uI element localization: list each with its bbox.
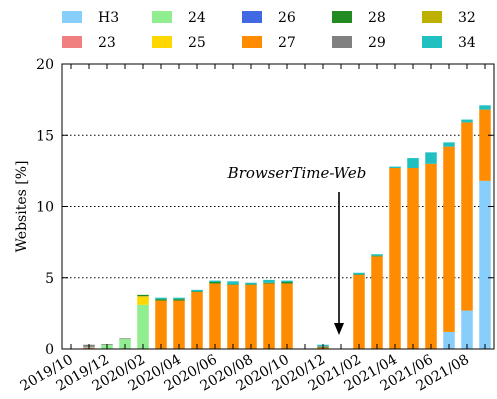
annotation: BrowserTime-Web bbox=[227, 164, 367, 335]
bar-segment bbox=[479, 109, 491, 181]
y-tick-label: 15 bbox=[36, 128, 54, 144]
bar-segment bbox=[155, 299, 167, 301]
bar-segment bbox=[371, 255, 383, 257]
bar-segment bbox=[227, 284, 239, 350]
bar-segment bbox=[137, 294, 149, 297]
legend-swatch bbox=[242, 11, 262, 23]
legend-item: 28 bbox=[332, 10, 386, 26]
legend-item: 23 bbox=[62, 35, 116, 51]
bar-segment bbox=[155, 300, 167, 349]
legend-swatch bbox=[152, 36, 172, 48]
bar-segment bbox=[479, 105, 491, 110]
bar-segment bbox=[461, 122, 473, 311]
bar-segment bbox=[173, 299, 185, 301]
legend-label: 27 bbox=[278, 35, 296, 51]
legend-swatch bbox=[332, 36, 352, 48]
bar-segment bbox=[209, 282, 221, 284]
legend-label: 28 bbox=[368, 10, 386, 26]
legend-item: H3 bbox=[62, 10, 119, 26]
bar-segment bbox=[371, 256, 383, 350]
bar-segment bbox=[443, 331, 455, 349]
bar-segment bbox=[227, 281, 239, 285]
bar-segment bbox=[263, 282, 275, 284]
legend-swatch bbox=[332, 11, 352, 23]
legend-item: 25 bbox=[152, 35, 206, 51]
bar-segment bbox=[407, 168, 419, 349]
bar-segment bbox=[389, 166, 401, 169]
legend-swatch bbox=[242, 36, 262, 48]
y-tick-label: 0 bbox=[45, 342, 54, 358]
bar-segment bbox=[191, 292, 203, 349]
bar-segment bbox=[209, 280, 221, 283]
bar-segment bbox=[191, 289, 203, 292]
bar-segment bbox=[173, 300, 185, 349]
bar-segment bbox=[119, 338, 131, 340]
bar-segment bbox=[281, 283, 293, 349]
legend-item: 34 bbox=[422, 35, 476, 51]
annotation-label: BrowserTime-Web bbox=[227, 164, 367, 182]
bar-segment bbox=[443, 146, 455, 332]
legend-label: H3 bbox=[98, 10, 119, 26]
legend-label: 25 bbox=[188, 35, 206, 51]
legend-swatch bbox=[152, 11, 172, 23]
bar-segment bbox=[245, 282, 257, 285]
grid bbox=[62, 134, 494, 279]
legend-label: 26 bbox=[278, 10, 296, 26]
legend-item: 26 bbox=[242, 10, 296, 26]
bar-segment bbox=[209, 283, 221, 349]
bar-segment bbox=[191, 291, 203, 292]
bar-segment bbox=[245, 284, 257, 285]
legend-swatch bbox=[422, 11, 442, 23]
legend-item: 32 bbox=[422, 10, 476, 26]
legend-label: 34 bbox=[458, 35, 476, 51]
legend-label: 23 bbox=[98, 35, 116, 51]
bar-segment bbox=[155, 297, 167, 300]
bar-segment bbox=[425, 152, 437, 164]
annotation-arrow-head bbox=[334, 323, 344, 335]
bar-segment bbox=[425, 163, 437, 349]
legend-swatch bbox=[62, 36, 82, 48]
y-axis-label: Websites [%] bbox=[14, 161, 30, 253]
bar-segment bbox=[461, 119, 473, 123]
y-tick-label: 20 bbox=[36, 57, 54, 73]
legend-label: 32 bbox=[458, 10, 476, 26]
legend-swatch bbox=[422, 36, 442, 48]
bar-segment bbox=[227, 284, 239, 285]
bar-segment bbox=[137, 296, 149, 305]
bar-segment bbox=[263, 279, 275, 283]
legend-item: 27 bbox=[242, 35, 296, 51]
bars bbox=[83, 105, 491, 350]
y-tick-label: 5 bbox=[45, 271, 54, 287]
bar-segment bbox=[461, 310, 473, 349]
bar-segment bbox=[281, 282, 293, 284]
legend-label: 29 bbox=[368, 35, 386, 51]
bar-segment bbox=[173, 297, 185, 300]
legend-item: 24 bbox=[152, 10, 206, 26]
legend: H3 23 24 25 26 27 28 29 32 34 bbox=[62, 10, 476, 51]
bar-segment bbox=[371, 254, 383, 256]
bar-segment bbox=[263, 283, 275, 349]
legend-item: 29 bbox=[332, 35, 386, 51]
bar-segment bbox=[353, 274, 365, 349]
bar-segment bbox=[353, 274, 365, 275]
legend-label: 24 bbox=[188, 10, 206, 26]
bar-segment bbox=[479, 180, 491, 349]
bar-segment bbox=[443, 142, 455, 147]
legend-swatch bbox=[62, 11, 82, 23]
bar-segment bbox=[389, 168, 401, 349]
bar-segment bbox=[407, 158, 419, 169]
bar-segment bbox=[281, 280, 293, 283]
bar-segment bbox=[137, 304, 149, 349]
bar-segment bbox=[353, 272, 365, 275]
bar-segment bbox=[245, 284, 257, 350]
y-tick-label: 10 bbox=[36, 200, 54, 216]
